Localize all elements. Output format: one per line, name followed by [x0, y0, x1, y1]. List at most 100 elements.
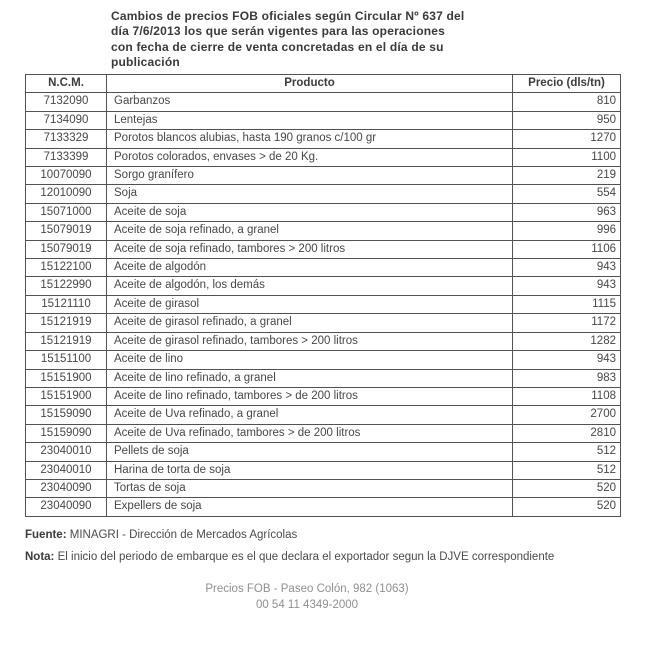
- table-row: 23040090 Tortas de soja 520: [25, 478, 621, 499]
- precio-cell: 950: [512, 110, 621, 131]
- source-note-block: Fuente: MINAGRI - Dirección de Mercados …: [25, 525, 554, 568]
- title-line-3: con fecha de cierre de venta concretadas…: [111, 39, 444, 54]
- producto-cell: Aceite de girasol: [106, 294, 513, 315]
- table-row: 23040010 Harina de torta de soja 512: [25, 460, 621, 480]
- table-row: 15159090 Aceite de Uva refinado, tambores…: [25, 423, 621, 444]
- precio-cell: 1270: [512, 129, 621, 149]
- table-row: 12010090 Soja 554: [25, 184, 621, 204]
- precio-cell: 810: [512, 92, 621, 112]
- fuente-line: Fuente: MINAGRI - Dirección de Mercados …: [25, 525, 554, 547]
- table-row: 15079019 Aceite de soja refinado, tambore…: [25, 239, 621, 260]
- ncm-cell: 15159090: [25, 405, 107, 425]
- precio-cell: 512: [512, 442, 621, 462]
- producto-cell: Expellers de soja: [106, 497, 513, 517]
- ncm-cell: 23040090: [25, 497, 107, 517]
- contact-info: Precios FOB - Paseo Colón, 982 (1063) 00…: [0, 581, 614, 613]
- precio-cell: 1108: [512, 386, 621, 407]
- ncm-cell: 15151900: [25, 386, 107, 407]
- precio-cell: 943: [512, 276, 621, 296]
- ncm-cell: 23040010: [25, 460, 107, 480]
- table-row: 7132090 Garbanzos 810: [25, 92, 621, 112]
- fob-price-table: N.C.M. Producto Precio (dls/tn) 7132090 G…: [25, 73, 621, 517]
- producto-cell: Pellets de soja: [106, 442, 513, 462]
- table-row: 15121919 Aceite de girasol refinado, a gr…: [25, 313, 621, 333]
- ncm-cell: 15079019: [25, 221, 107, 241]
- column-header-precio: Precio (dls/tn): [512, 73, 621, 94]
- producto-cell: Aceite de soja refinado, a granel: [106, 221, 513, 241]
- title-line-4: publicación: [111, 54, 180, 69]
- precio-cell: 1100: [512, 147, 621, 168]
- ncm-cell: 7133399: [25, 147, 107, 168]
- ncm-cell: 15079019: [25, 239, 107, 260]
- ncm-cell: 7133329: [25, 129, 107, 149]
- producto-cell: Aceite de algodón: [106, 258, 513, 278]
- producto-cell: Lentejas: [106, 110, 513, 131]
- table-row: 23040010 Pellets de soja 512: [25, 442, 621, 462]
- column-header-producto: Producto: [106, 73, 513, 94]
- precio-cell: 1106: [512, 239, 621, 260]
- ncm-cell: 15121919: [25, 331, 107, 352]
- precio-cell: 2810: [512, 423, 621, 444]
- producto-cell: Aceite de Uva refinado, a granel: [106, 405, 513, 425]
- producto-cell: Tortas de soja: [106, 478, 513, 499]
- producto-cell: Aceite de soja: [106, 202, 513, 223]
- precio-cell: 1282: [512, 331, 621, 352]
- precio-cell: 2700: [512, 405, 621, 425]
- producto-cell: Aceite de girasol refinado, a granel: [106, 313, 513, 333]
- precio-cell: 983: [512, 368, 621, 388]
- precio-cell: 996: [512, 221, 621, 241]
- precio-cell: 943: [512, 350, 621, 370]
- table-row: 15151900 Aceite de lino refinado, a grane…: [25, 368, 621, 388]
- ncm-cell: 15122990: [25, 276, 107, 296]
- precio-cell: 520: [512, 497, 621, 517]
- precio-cell: 943: [512, 258, 621, 278]
- producto-cell: Aceite de Uva refinado, tambores > de 20…: [106, 423, 513, 444]
- table-row: 7133329 Porotos blancos alubias, hasta 19…: [25, 129, 621, 149]
- ncm-cell: 10070090: [25, 166, 107, 186]
- ncm-cell: 7134090: [25, 110, 107, 131]
- table-row: 15121919 Aceite de girasol refinado, tamb…: [25, 331, 621, 352]
- ncm-cell: 15121110: [25, 294, 107, 315]
- ncm-cell: 15151100: [25, 350, 107, 370]
- precio-cell: 963: [512, 202, 621, 223]
- ncm-cell: 15121919: [25, 313, 107, 333]
- producto-cell: Porotos colorados, envases > de 20 Kg.: [106, 147, 513, 168]
- ncm-cell: 15122100: [25, 258, 107, 278]
- precio-cell: 1172: [512, 313, 621, 333]
- ncm-cell: 15151900: [25, 368, 107, 388]
- contact-phone-line: 00 54 11 4349-2000: [255, 599, 359, 611]
- ncm-cell: 15159090: [25, 423, 107, 444]
- ncm-cell: 23040090: [25, 478, 107, 499]
- table-row: 7134090 Lentejas 950: [25, 110, 621, 131]
- precio-cell: 219: [512, 166, 621, 186]
- title-line-2: día 7/6/2013 los que serán vigentes para…: [111, 24, 446, 39]
- producto-cell: Soja: [106, 184, 513, 204]
- nota-line: Nota: El inicio del periodo de embarque …: [25, 547, 554, 569]
- producto-cell: Aceite de algodón, los demás: [106, 276, 513, 296]
- nota-label: Nota:: [25, 550, 55, 563]
- table-row: 7133399 Porotos colorados, envases > de 2…: [25, 147, 621, 168]
- table-row: 15121110 Aceite de girasol 1115: [25, 294, 621, 315]
- table-row: 15122990 Aceite de algodón, los demás 943: [25, 276, 621, 296]
- producto-cell: Harina de torta de soja: [106, 460, 513, 480]
- producto-cell: Aceite de lino: [106, 350, 513, 370]
- table-row: 15122100 Aceite de algodón 943: [25, 258, 621, 278]
- table-row: 15159090 Aceite de Uva refinado, a granel…: [25, 405, 621, 425]
- nota-text: El inicio del periodo de embarque es el …: [57, 550, 555, 563]
- contact-address-line: Precios FOB - Paseo Colón, 982 (1063): [205, 583, 409, 595]
- column-header-ncm: N.C.M.: [25, 73, 107, 94]
- fuente-text: MINAGRI - Dirección de Mercados Agrícola…: [69, 529, 298, 541]
- ncm-cell: 7132090: [25, 92, 107, 112]
- producto-cell: Garbanzos: [106, 92, 513, 112]
- table-row: 15079019 Aceite de soja refinado, a grane…: [25, 221, 621, 241]
- producto-cell: Aceite de soja refinado, tambores > 200 …: [106, 239, 513, 260]
- producto-cell: Aceite de lino refinado, tambores > de 2…: [106, 386, 513, 407]
- table-header-row: N.C.M. Producto Precio (dls/tn): [25, 73, 621, 94]
- precio-cell: 512: [512, 460, 621, 480]
- fuente-label: Fuente:: [25, 529, 67, 541]
- table-row: 23040090 Expellers de soja 520: [25, 497, 621, 517]
- precio-cell: 1115: [512, 294, 621, 315]
- precio-cell: 520: [512, 478, 621, 499]
- ncm-cell: 12010090: [25, 184, 107, 204]
